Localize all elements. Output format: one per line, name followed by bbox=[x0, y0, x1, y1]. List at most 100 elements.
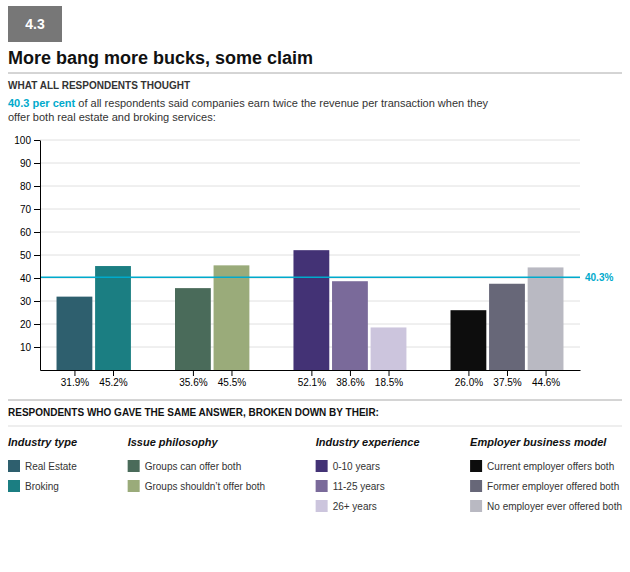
x-tick-label: 37.5% bbox=[493, 377, 521, 388]
y-axis-line bbox=[40, 141, 41, 371]
x-tick: 31.9% bbox=[61, 370, 89, 388]
x-axis: 31.9% 45.2% 35.6% 45.5% 52.1% 38.6% 18.5% 26.0%… bbox=[41, 370, 581, 388]
title: More bang more bucks, some claim bbox=[8, 48, 313, 68]
y-tick: 10 bbox=[20, 342, 40, 353]
tab-background bbox=[8, 6, 62, 42]
y-tick: 60 bbox=[20, 227, 40, 238]
legend-label: Groups shouldn’t offer both bbox=[145, 481, 265, 492]
legend-section: Industry type Real Estate Broking bbox=[8, 436, 77, 492]
x-tick: 18.5% bbox=[375, 370, 403, 388]
y-tick-label: 70 bbox=[20, 204, 32, 215]
x-tick-mark bbox=[507, 370, 508, 376]
legend-section-title: Employer business model bbox=[470, 436, 607, 448]
marks bbox=[40, 250, 580, 370]
x-tick: 45.5% bbox=[218, 370, 246, 388]
legend-rule bbox=[8, 400, 622, 401]
legend-swatch bbox=[316, 500, 328, 512]
legend-item: Former employer offered both bbox=[470, 480, 619, 492]
legend-label: 26+ years bbox=[333, 501, 377, 512]
legend-swatch bbox=[128, 460, 140, 472]
bar bbox=[95, 266, 131, 370]
y-tick-mark bbox=[34, 232, 40, 233]
y-tick-label: 100 bbox=[14, 135, 31, 146]
x-tick-label: 45.5% bbox=[218, 377, 246, 388]
legend-label: Former employer offered both bbox=[487, 481, 619, 492]
legend-section-title: Industry type bbox=[8, 436, 77, 448]
legend-swatch bbox=[8, 480, 20, 492]
x-tick-label: 18.5% bbox=[375, 377, 403, 388]
y-tick-mark bbox=[34, 324, 40, 325]
legend-label: Real Estate bbox=[25, 461, 77, 472]
y-tick-mark bbox=[34, 163, 40, 164]
x-tick: 52.1% bbox=[298, 370, 326, 388]
x-tick-mark bbox=[113, 370, 114, 376]
legend-swatch bbox=[128, 480, 140, 492]
legend-label: Current employer offers both bbox=[487, 461, 614, 472]
tab: 4.3 bbox=[8, 6, 62, 42]
bar bbox=[489, 284, 525, 370]
legend-item: Groups shouldn’t offer both bbox=[128, 480, 265, 492]
legend-swatch bbox=[470, 500, 482, 512]
reference-line bbox=[40, 277, 580, 279]
x-tick-label: 31.9% bbox=[61, 377, 89, 388]
y-tick-label: 80 bbox=[20, 181, 32, 192]
reference-label: 40.3% bbox=[585, 272, 613, 283]
legend-item: Real Estate bbox=[8, 460, 77, 472]
bar bbox=[293, 250, 329, 370]
legend-swatch bbox=[8, 460, 20, 472]
y-tick-label: 30 bbox=[20, 296, 32, 307]
x-axis-line bbox=[41, 370, 581, 371]
x-tick: 45.2% bbox=[99, 370, 127, 388]
legend-label: 11-25 years bbox=[333, 481, 385, 492]
y-tick-mark bbox=[34, 140, 40, 141]
y-tick-label: 10 bbox=[20, 342, 32, 353]
body-text: of all respondents said companies earn t… bbox=[75, 97, 488, 109]
grid-line bbox=[40, 209, 580, 210]
bar bbox=[57, 297, 93, 370]
legend-section: Issue philosophyGroups can offer bothGro… bbox=[128, 436, 265, 492]
y-tick: 80 bbox=[20, 181, 40, 192]
x-tick: 38.6% bbox=[336, 370, 364, 388]
y-tick-mark bbox=[34, 255, 40, 256]
y-tick-mark bbox=[34, 347, 40, 348]
legend-label: No employer ever offered both bbox=[487, 501, 622, 512]
legend-label: Groups can offer both bbox=[145, 461, 242, 472]
x-tick-label: 38.6% bbox=[336, 377, 364, 388]
y-tick-mark bbox=[34, 209, 40, 210]
legend-swatch bbox=[470, 460, 482, 472]
grid-line bbox=[40, 232, 580, 233]
legend-item: Current employer offers both bbox=[470, 460, 614, 472]
x-tick: 37.5% bbox=[493, 370, 521, 388]
plot: 40.3%10203040506070809010031.9%45.2%35.6… bbox=[14, 135, 613, 388]
grid-line bbox=[40, 140, 580, 141]
x-tick-label: 44.6% bbox=[532, 377, 560, 388]
y-tick: 40 bbox=[20, 273, 40, 284]
y-tick-label: 90 bbox=[20, 158, 32, 169]
legend-item: No employer ever offered both bbox=[470, 500, 622, 512]
bar bbox=[214, 265, 250, 370]
legend-item: 0-10 years bbox=[316, 460, 380, 472]
legend-section: Industry experience 0-10 years 11-25 years… bbox=[316, 436, 420, 512]
legend-label: Broking bbox=[25, 481, 59, 492]
legend-item: Groups can offer both bbox=[128, 460, 242, 472]
legend-item: 11-25 years bbox=[316, 480, 385, 492]
y-tick-mark bbox=[34, 278, 40, 279]
legend-swatch bbox=[316, 480, 328, 492]
title-rule bbox=[8, 73, 622, 74]
x-tick-mark bbox=[389, 370, 390, 376]
grid-line bbox=[40, 186, 580, 187]
y-axis: 102030405060708090100 bbox=[14, 135, 40, 371]
x-tick-mark bbox=[193, 370, 194, 376]
x-tick: 35.6% bbox=[179, 370, 207, 388]
y-tick-mark bbox=[34, 186, 40, 187]
legend-section-title: Industry experience bbox=[316, 436, 420, 448]
chart-container: 4.3More bang more bucks, some claimWHAT … bbox=[0, 0, 630, 572]
tab-label: 4.3 bbox=[25, 16, 45, 32]
x-tick-mark bbox=[231, 370, 232, 376]
x-tick-label: 45.2% bbox=[99, 377, 127, 388]
legend-label: 0-10 years bbox=[333, 461, 380, 472]
y-tick: 90 bbox=[20, 158, 40, 169]
x-tick: 26.0% bbox=[455, 370, 483, 388]
legend-item: Broking bbox=[8, 480, 59, 492]
body-line: 40.3 per cent of all respondents said co… bbox=[8, 97, 489, 109]
